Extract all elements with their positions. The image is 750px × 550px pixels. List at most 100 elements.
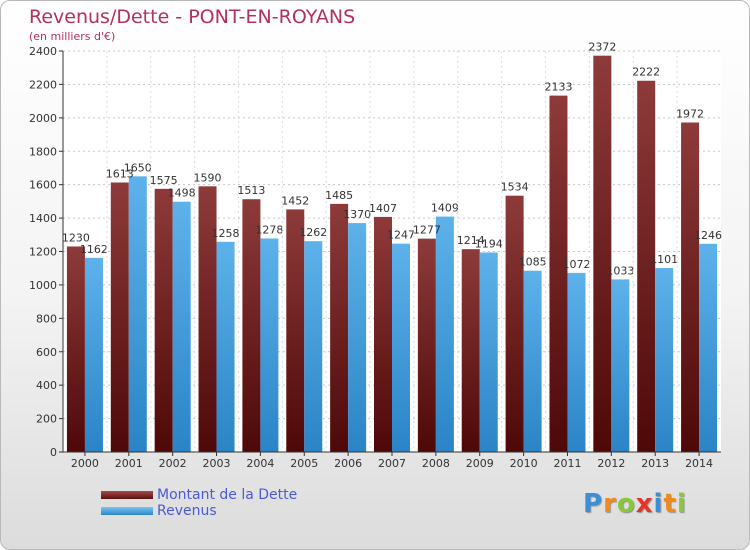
y-tick-label: 200 [36, 413, 57, 426]
data-label-dette: 1575 [150, 174, 178, 187]
y-tick-label: 1400 [29, 212, 57, 225]
x-tick-label: 2004 [246, 457, 274, 470]
chart-title: Revenus/Dette - PONT-EN-ROYANS [29, 6, 356, 28]
legend-swatch-dette [101, 491, 153, 499]
data-label-dette: 1590 [194, 171, 222, 184]
data-label-dette: 1230 [62, 231, 90, 244]
y-tick-label: 1800 [29, 145, 57, 158]
bar-revenus [435, 216, 454, 452]
legend-swatch-revenus [101, 507, 153, 515]
data-label-dette: 1277 [413, 224, 441, 237]
x-tick-label: 2005 [290, 457, 318, 470]
data-label-dette: 1613 [106, 167, 134, 180]
data-label-dette: 1972 [676, 108, 704, 121]
data-label-revenus: 1101 [650, 253, 678, 266]
bar-dette [681, 122, 700, 453]
logo-letter: x [635, 489, 654, 519]
bar-dette [110, 182, 129, 453]
logo-letter: r [603, 489, 617, 519]
y-tick-label: 2400 [29, 45, 57, 58]
bar-revenus [479, 252, 498, 452]
legend-item-revenus: Revenus [101, 503, 401, 519]
logo-letter: o [616, 489, 636, 519]
x-tick-label: 2007 [378, 457, 406, 470]
data-label-revenus: 1246 [694, 229, 722, 242]
x-tick-label: 2009 [466, 457, 494, 470]
legend: Montant de la Dette Revenus [101, 487, 401, 519]
data-label-dette: 1485 [325, 189, 353, 202]
x-tick-label: 2003 [203, 457, 231, 470]
bar-dette [198, 186, 217, 452]
data-label-revenus: 1258 [212, 227, 240, 240]
y-tick-label: 400 [36, 379, 57, 392]
x-tick-label: 2012 [597, 457, 625, 470]
x-tick-label: 2013 [641, 457, 669, 470]
logo-letter: i [676, 489, 687, 519]
data-label-dette: 1513 [237, 184, 265, 197]
bar-revenus [392, 243, 410, 452]
data-label-dette: 1452 [281, 194, 309, 207]
data-label-dette: 1534 [501, 181, 529, 194]
x-tick-label: 2001 [115, 457, 143, 470]
bar-dette [505, 195, 524, 453]
x-tick-label: 2008 [422, 457, 450, 470]
bar-dette [461, 249, 480, 452]
data-label-revenus: 1194 [475, 238, 503, 251]
y-tick-label: 600 [36, 346, 57, 359]
bar-dette [242, 199, 261, 452]
data-label-revenus: 1072 [562, 258, 590, 271]
bar-revenus [567, 272, 586, 452]
bar-dette [417, 238, 436, 452]
y-tick-label: 0 [50, 446, 57, 459]
logo-letter: i [653, 489, 664, 519]
y-tick-label: 800 [36, 312, 57, 325]
bar-revenus [611, 279, 630, 452]
x-tick-label: 2010 [510, 457, 538, 470]
bar-revenus [699, 243, 718, 452]
data-label-revenus: 1033 [606, 264, 634, 277]
data-label-dette: 2372 [588, 41, 616, 54]
data-label-revenus: 1262 [299, 226, 327, 239]
logo-letter: t [663, 489, 677, 519]
y-tick-label: 1600 [29, 179, 57, 192]
bar-revenus [348, 223, 367, 452]
bar-revenus [172, 201, 191, 452]
logo-letter: P [583, 489, 604, 519]
data-label-revenus: 1162 [80, 243, 108, 256]
bar-dette [549, 95, 568, 452]
bar-dette [154, 188, 173, 452]
data-label-revenus: 1650 [124, 161, 152, 174]
bar-dette [286, 209, 305, 452]
data-label-revenus: 1085 [519, 256, 547, 269]
y-tick-label: 1000 [29, 279, 57, 292]
bar-revenus [523, 270, 542, 452]
bar-dette [637, 80, 656, 452]
x-tick-label: 2014 [685, 457, 713, 470]
data-label-dette: 2222 [632, 66, 660, 79]
x-tick-label: 2002 [159, 457, 187, 470]
data-label-revenus: 1247 [387, 229, 415, 242]
bar-dette [66, 246, 85, 452]
x-tick-label: 2006 [334, 457, 362, 470]
data-label-dette: 2133 [544, 81, 572, 94]
y-tick-label: 1200 [29, 246, 57, 259]
bar-revenus [304, 241, 323, 452]
bar-dette [330, 203, 349, 452]
bar-revenus [128, 176, 147, 452]
data-label-dette: 1407 [369, 202, 397, 215]
legend-label-dette: Montant de la Dette [157, 487, 298, 503]
proxiti-logo: Proxiti [583, 489, 687, 519]
bar-revenus [84, 257, 103, 452]
data-label-revenus: 1409 [431, 202, 459, 215]
bar-dette [374, 216, 392, 452]
legend-label-revenus: Revenus [157, 503, 217, 519]
bar-revenus [216, 241, 235, 452]
data-label-revenus: 1498 [168, 187, 196, 200]
y-tick-label: 2200 [29, 78, 57, 91]
bar-revenus [655, 268, 674, 452]
y-tick-label: 2000 [29, 112, 57, 125]
chart-subtitle: (en milliers d'€) [29, 30, 116, 43]
data-label-dette: 1214 [457, 234, 485, 247]
x-tick-label: 2000 [71, 457, 99, 470]
